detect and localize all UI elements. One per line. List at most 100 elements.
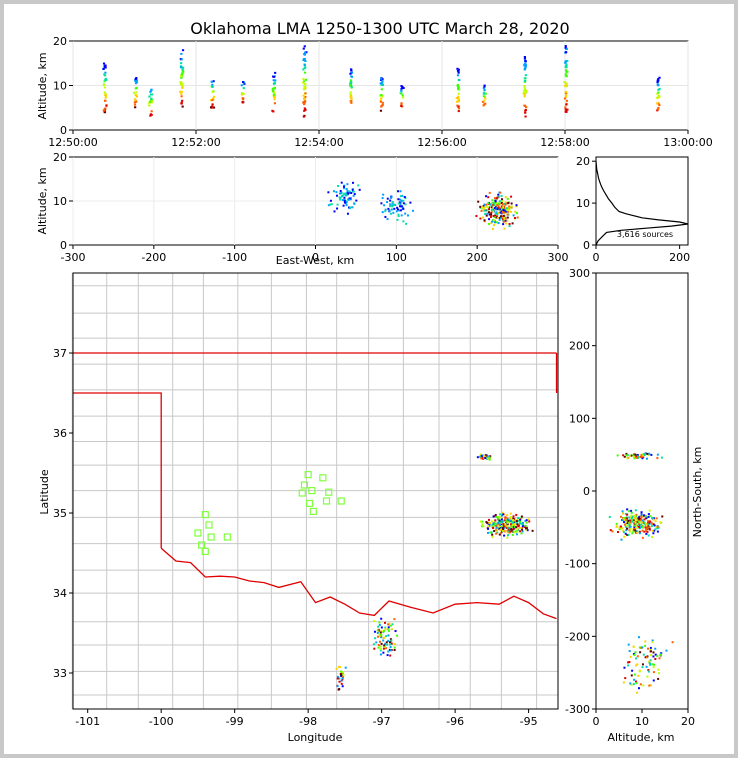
ns-altitude-source bbox=[640, 526, 643, 529]
time-height-source bbox=[457, 96, 460, 99]
ns-altitude-source bbox=[648, 660, 651, 663]
plan-view-source bbox=[501, 528, 504, 531]
time-height-source bbox=[658, 76, 661, 79]
time-height-source bbox=[522, 89, 526, 92]
ns-altitude-source bbox=[630, 518, 633, 521]
ns-altitude-source bbox=[653, 663, 656, 666]
time-height-source bbox=[564, 85, 567, 88]
plan-view-xlabel: Longitude bbox=[288, 731, 343, 744]
ns-altitude-source bbox=[637, 456, 640, 459]
ew-altitude-source bbox=[494, 205, 497, 208]
plan-view-source bbox=[340, 679, 343, 682]
ns-altitude-source bbox=[628, 661, 631, 664]
time-height-source bbox=[182, 70, 185, 73]
ew-altitude-source bbox=[346, 183, 349, 186]
plan-view-source bbox=[384, 627, 387, 630]
plan-view-source bbox=[384, 626, 387, 629]
plan-view-source bbox=[495, 529, 498, 532]
ns-altitude-source bbox=[632, 683, 635, 686]
ns-altitude-source bbox=[644, 526, 647, 529]
ns-altitude-sources bbox=[608, 452, 674, 694]
ns-altitude-source bbox=[630, 520, 633, 523]
time-height-source bbox=[457, 98, 460, 101]
ew-altitude-source bbox=[489, 215, 492, 218]
ew-altitude-source bbox=[502, 208, 505, 211]
plan-view-source bbox=[508, 531, 511, 534]
plan-view-xtick-label: -95 bbox=[520, 715, 538, 728]
ns-altitude-source bbox=[626, 457, 629, 460]
plan-view-source bbox=[378, 629, 381, 632]
time-height-source bbox=[180, 52, 183, 55]
ew-altitude-source bbox=[506, 208, 509, 211]
plan-view-source bbox=[481, 525, 484, 528]
ns-altitude-source bbox=[634, 651, 637, 654]
time-height-source bbox=[482, 92, 485, 95]
ns-altitude-source bbox=[641, 455, 644, 458]
time-height-source bbox=[564, 108, 567, 111]
ew-altitude-source bbox=[492, 210, 495, 213]
ew-altitude-source bbox=[481, 207, 484, 210]
time-height-source bbox=[103, 64, 106, 67]
plan-view-source bbox=[389, 624, 392, 627]
time-height-source bbox=[104, 94, 108, 97]
time-height-source bbox=[103, 111, 106, 114]
plan-view-source bbox=[375, 641, 378, 644]
plan-view-source bbox=[499, 513, 502, 516]
time-height-source bbox=[457, 68, 460, 71]
time-height-source bbox=[457, 110, 460, 113]
plan-view-source bbox=[505, 519, 508, 522]
plan-view-source bbox=[492, 515, 495, 518]
ew-altitude-source bbox=[487, 222, 490, 225]
ew-altitude-source bbox=[487, 196, 490, 199]
plan-view-source bbox=[497, 518, 500, 521]
ns-altitude-source bbox=[625, 529, 628, 532]
ew-altitude-source bbox=[491, 227, 494, 230]
time-height-source bbox=[564, 73, 567, 76]
time-height-source bbox=[303, 107, 306, 110]
ew-altitude-source bbox=[499, 215, 502, 218]
ns-altitude-source bbox=[636, 530, 639, 533]
ns-altitude-source bbox=[628, 523, 631, 526]
ns-altitude-source bbox=[641, 646, 644, 649]
plan-view-source bbox=[515, 533, 518, 536]
ew-altitude-xtick-label: 0 bbox=[312, 251, 319, 264]
time-height-source bbox=[401, 94, 404, 97]
plan-view-source bbox=[486, 457, 489, 460]
ew-altitude-source bbox=[511, 222, 514, 225]
plan-view-source bbox=[516, 520, 519, 523]
time-height-source bbox=[134, 106, 137, 109]
plan-view-source bbox=[504, 516, 507, 519]
lma-station-marker bbox=[201, 547, 209, 556]
ew-altitude-source bbox=[327, 204, 330, 207]
ew-altitude-source bbox=[345, 201, 348, 204]
ns-altitude-source bbox=[643, 453, 646, 456]
ew-altitude-source bbox=[487, 208, 490, 211]
ew-altitude-source bbox=[338, 196, 341, 199]
ew-altitude-source bbox=[497, 193, 500, 196]
ns-altitude-source bbox=[654, 647, 657, 650]
ns-altitude-source bbox=[615, 525, 618, 528]
ew-altitude-source bbox=[352, 190, 355, 193]
ns-altitude-ytick-label: -200 bbox=[565, 630, 590, 643]
plan-view-source bbox=[516, 522, 519, 525]
plan-view-source bbox=[393, 618, 396, 621]
ew-altitude-source bbox=[350, 191, 353, 194]
ew-altitude-source bbox=[396, 218, 399, 221]
ew-altitude-source bbox=[506, 210, 509, 213]
ns-altitude-ytick-label: 100 bbox=[569, 412, 590, 425]
altitude-histogram-xtick-label: 200 bbox=[669, 251, 690, 264]
time-height-source bbox=[211, 85, 214, 88]
time-height-source bbox=[149, 100, 152, 103]
time-height-source bbox=[483, 85, 486, 88]
ns-altitude-ytick-label: 200 bbox=[569, 340, 590, 353]
time-height-source bbox=[400, 102, 403, 105]
time-height-source bbox=[149, 90, 152, 93]
time-height-source bbox=[242, 92, 245, 95]
ns-altitude-source bbox=[641, 457, 644, 460]
ew-altitude-source bbox=[498, 200, 501, 203]
ew-altitude-source bbox=[497, 222, 500, 225]
plan-view-source bbox=[525, 519, 528, 522]
plan-view-source bbox=[386, 643, 389, 646]
ew-altitude-source bbox=[500, 202, 503, 205]
time-height-source bbox=[303, 64, 306, 67]
